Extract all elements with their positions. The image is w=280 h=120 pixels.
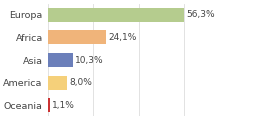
Bar — [48, 53, 73, 67]
Bar — [48, 30, 106, 44]
Text: 1,1%: 1,1% — [52, 101, 75, 110]
Bar — [48, 98, 50, 112]
Text: 56,3%: 56,3% — [186, 10, 215, 19]
Text: 24,1%: 24,1% — [108, 33, 136, 42]
Text: 8,0%: 8,0% — [69, 78, 92, 87]
Text: 10,3%: 10,3% — [74, 55, 103, 65]
Bar — [48, 76, 67, 90]
Bar — [48, 8, 184, 22]
